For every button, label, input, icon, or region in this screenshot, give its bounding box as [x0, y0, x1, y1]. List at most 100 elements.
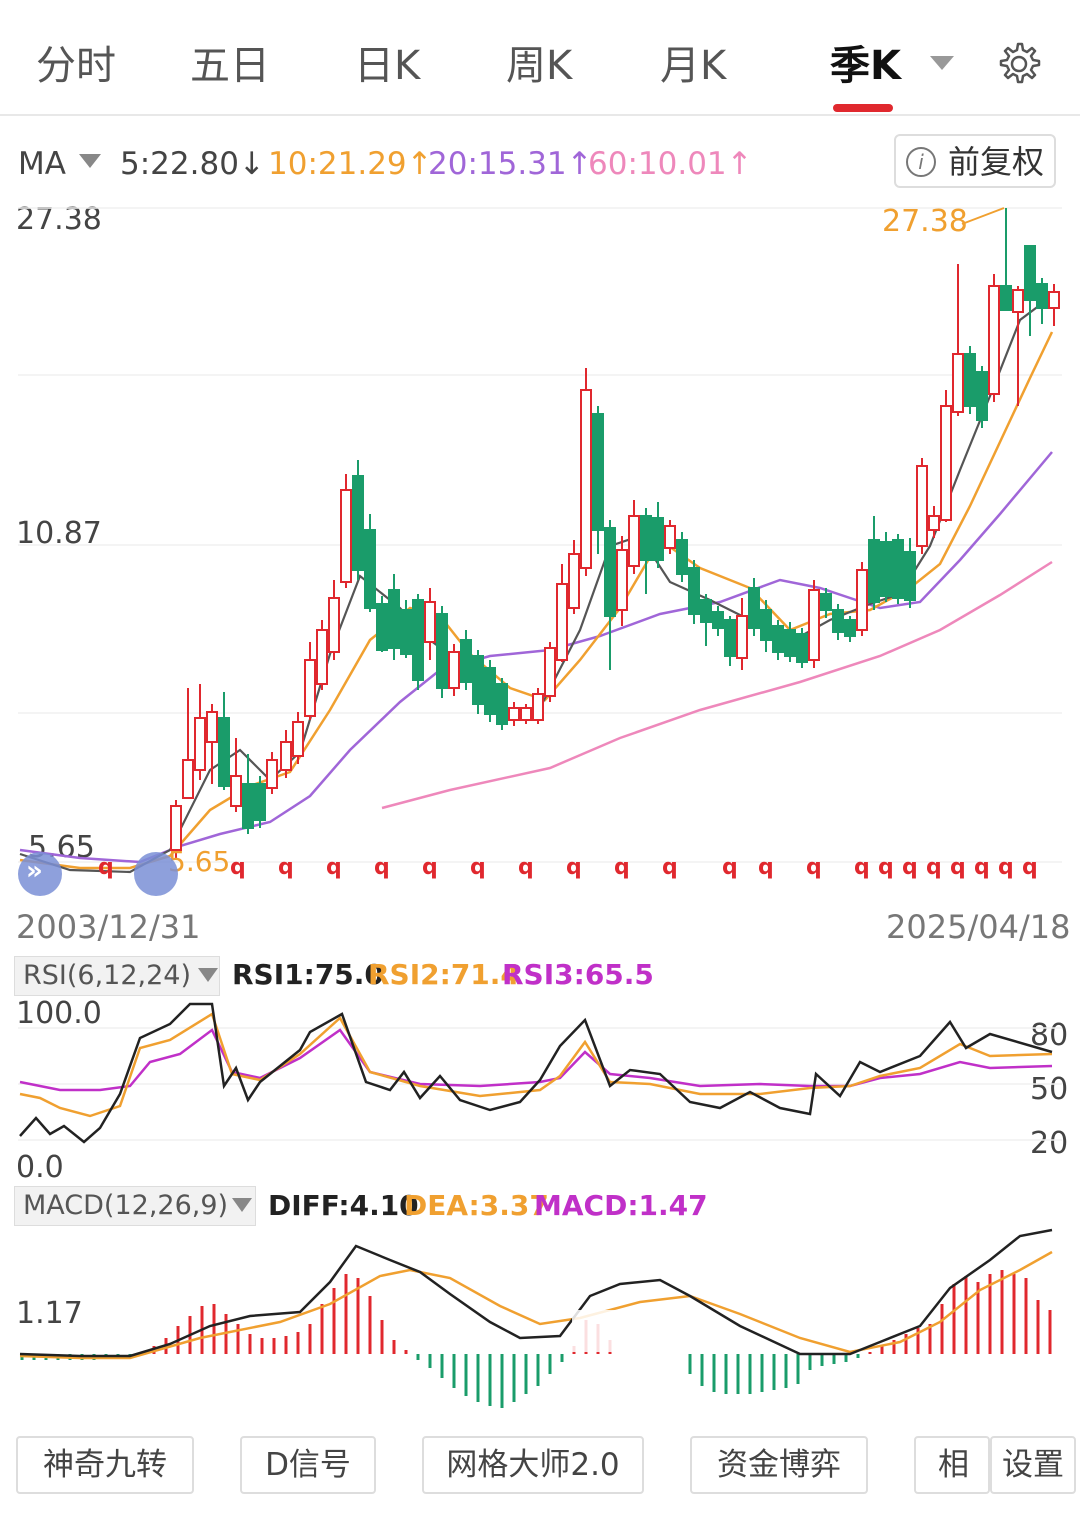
candle-body	[412, 599, 424, 681]
candle-body	[376, 603, 388, 651]
q-signal-marker: q	[518, 855, 534, 880]
toolbar-button-1[interactable]: 神奇九转	[16, 1436, 194, 1494]
q-signal-marker: q	[326, 855, 342, 880]
toolbar-button-5[interactable]: 相	[914, 1436, 990, 1494]
chevron-down-icon[interactable]	[79, 154, 101, 168]
candle-body	[856, 569, 868, 631]
chevron-down-icon[interactable]	[232, 1198, 252, 1212]
candle-body	[880, 541, 892, 597]
toolbar-button-3[interactable]: 网格大师2.0	[422, 1436, 644, 1494]
macd-chart	[19, 1228, 1053, 1408]
period-tab-bar: 分时 五日 日K 周K 月K 季K	[0, 0, 1080, 116]
active-tab-indicator	[833, 104, 893, 112]
ma20-line	[19, 451, 1053, 864]
ma10-value: 10:21.29↑	[268, 146, 433, 182]
tab-five-day[interactable]: 五日	[190, 43, 270, 89]
candle-body	[988, 285, 1000, 395]
candle-body	[844, 619, 856, 637]
macd-axis-label: 1.17	[16, 1296, 83, 1331]
candle-body	[628, 515, 640, 567]
candle-body	[808, 589, 820, 661]
candle-body	[194, 717, 206, 771]
candle-body	[952, 353, 964, 413]
q-signal-marker: q	[1022, 855, 1038, 880]
rsi-axis-top: 100.0	[16, 996, 102, 1031]
candle-body	[316, 629, 328, 685]
candle-body	[460, 639, 472, 683]
candle-body	[964, 353, 976, 407]
candle-body	[508, 707, 520, 721]
candle-body	[784, 629, 796, 657]
candle-body	[760, 609, 772, 641]
tab-monthly-k[interactable]: 月K	[660, 43, 727, 89]
tab-quarterly-k[interactable]: 季K	[830, 43, 901, 89]
rsi-axis-bottom: 0.0	[16, 1150, 64, 1185]
rsi2-value: RSI2:71.4	[368, 958, 520, 991]
candles	[170, 208, 1060, 858]
double-chevron-icon: »	[26, 856, 43, 886]
q-signal-marker: q	[566, 855, 582, 880]
adjust-mode-button[interactable]: i 前复权	[894, 134, 1056, 188]
macd-diff-line	[19, 1228, 1053, 1358]
kline-chart[interactable]	[0, 190, 1080, 890]
grid-lines	[18, 207, 1062, 863]
rsi-selector[interactable]: RSI(6,12,24)	[14, 956, 220, 996]
candle-body	[556, 583, 568, 661]
candle-body	[436, 613, 448, 689]
ma-label[interactable]: MA	[18, 146, 66, 182]
candle-body	[676, 539, 688, 575]
candle-body	[266, 759, 278, 789]
q-signal-marker: q	[278, 855, 294, 880]
candle-body	[364, 529, 376, 609]
macd-selector[interactable]: MACD(12,26,9)	[14, 1186, 256, 1226]
candle-body	[976, 371, 988, 421]
candle-body	[292, 721, 304, 757]
tab-daily-k[interactable]: 日K	[354, 43, 421, 89]
indicator-toolbar: 神奇九转 D信号 网格大师2.0 资金博弈 相 设置	[0, 1418, 1080, 1533]
candle-body	[1048, 291, 1060, 309]
max-price-label: 27.38	[882, 204, 968, 239]
candle-body	[182, 759, 194, 799]
candle-body	[242, 783, 254, 829]
tab-intraday[interactable]: 分时	[36, 43, 116, 89]
macd-diff-value: DIFF:4.10	[268, 1189, 419, 1222]
candle-body	[304, 659, 316, 717]
candle-body	[724, 619, 736, 657]
candle-body	[472, 655, 484, 705]
ma5-value: 5:22.80↓	[120, 146, 265, 182]
candle-body	[604, 527, 616, 617]
candle-body	[928, 515, 940, 531]
cursor-tooltip-blur	[572, 1310, 680, 1352]
candle-body	[388, 589, 400, 649]
candle-body	[736, 615, 748, 659]
q-signal-marker: q	[974, 855, 990, 880]
toolbar-settings-button[interactable]: 设置	[990, 1436, 1076, 1494]
candle-body	[796, 633, 808, 663]
candle-body	[916, 465, 928, 547]
gear-icon[interactable]	[994, 40, 1042, 88]
crosshair-handle-icon[interactable]	[134, 852, 178, 896]
candle-body	[280, 741, 292, 771]
candle-body	[1036, 283, 1048, 309]
chevron-down-icon[interactable]	[198, 968, 218, 982]
q-signal-marker: q	[614, 855, 630, 880]
candle-body	[868, 539, 880, 603]
ma60-line	[381, 560, 1053, 810]
q-signal-marker: q	[998, 855, 1014, 880]
q-signal-marker: q	[878, 855, 894, 880]
candle-body	[206, 711, 218, 743]
scroll-left-icon[interactable]	[18, 852, 62, 896]
toolbar-button-2[interactable]: D信号	[240, 1436, 376, 1494]
candle-body	[254, 783, 266, 821]
candle-body	[520, 707, 532, 721]
toolbar-button-4[interactable]: 资金博弈	[690, 1436, 868, 1494]
chevron-down-icon[interactable]	[930, 56, 954, 70]
adjust-mode-label: 前复权	[948, 143, 1045, 181]
rsi2-line	[19, 1012, 1053, 1118]
q-signal-marker: q	[926, 855, 942, 880]
tab-weekly-k[interactable]: 周K	[506, 43, 573, 89]
rsi3-value: RSI3:65.5	[502, 958, 654, 991]
candle-body	[532, 693, 544, 721]
candle-body	[568, 553, 580, 609]
candle-body	[904, 551, 916, 601]
